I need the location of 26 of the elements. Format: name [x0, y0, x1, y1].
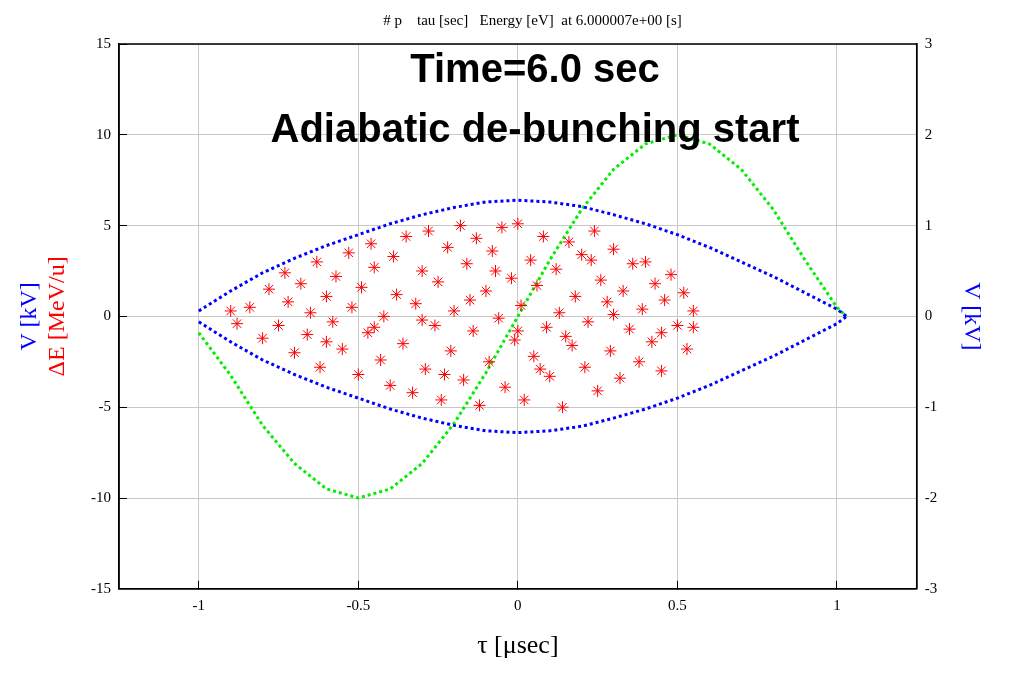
- y2-tick-label: 3: [924, 34, 933, 51]
- x-tick-label: -0.5: [346, 596, 371, 613]
- x-axis-title: τ [μsec]: [477, 630, 559, 660]
- x-tick-label: -1: [192, 596, 206, 613]
- y2-axis-title: V [kV]: [960, 282, 987, 351]
- chart-title: # p tau [sec] Energy [eV] at 6.000007e+00 [s]: [383, 11, 682, 28]
- y-tick-label: 0: [103, 307, 111, 324]
- y-tick-label: 5: [103, 216, 111, 233]
- y2-tick-label: -1: [924, 398, 938, 415]
- y2-tick-label: -3: [924, 579, 938, 596]
- y2-tick-label: 2: [924, 125, 933, 142]
- x-tick-label: 0: [514, 596, 522, 613]
- y2-tick-label: 1: [924, 216, 933, 233]
- y2-tick-label: -2: [924, 488, 938, 505]
- x-tick-label: 1: [833, 596, 841, 613]
- y-tick-label: -15: [91, 579, 111, 596]
- y-tick-label: -5: [98, 398, 111, 415]
- y2-tick-label: 0: [924, 307, 933, 324]
- y-tick-label: 15: [96, 34, 111, 51]
- y-tick-label: -10: [91, 488, 111, 505]
- annotation: Adiabatic de-bunching start: [270, 106, 800, 150]
- y-axis-title: ΔE [MeV/u]: [43, 256, 70, 377]
- annotation: Time=6.0 sec: [410, 46, 660, 90]
- text: V [kV]: [15, 282, 42, 351]
- x-tick-label: 0.5: [668, 596, 687, 613]
- y-tick-label: 10: [96, 125, 111, 142]
